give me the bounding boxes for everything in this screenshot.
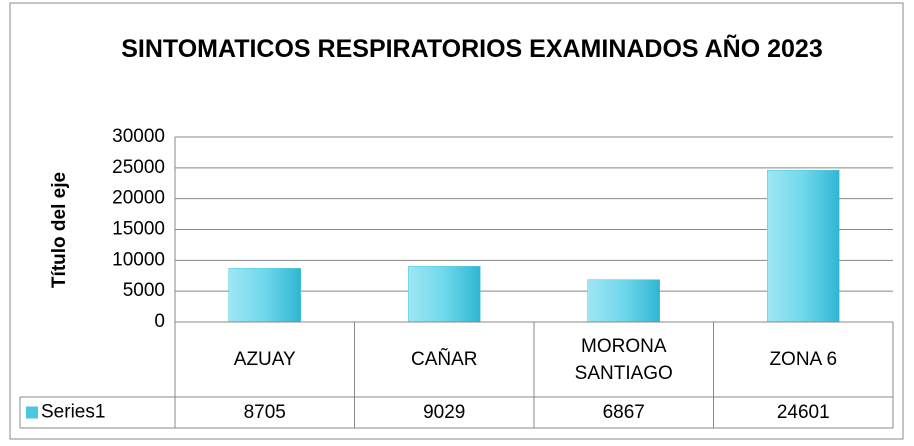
chart-title: SINTOMATICOS RESPIRATORIOS EXAMINADOS AÑ… <box>121 35 823 63</box>
x-tick-label: CAÑAR <box>410 349 478 370</box>
y-tick-label: 15000 <box>112 219 165 240</box>
bar <box>228 268 301 323</box>
bar <box>408 266 481 323</box>
bar <box>767 170 840 323</box>
legend-swatch <box>26 406 38 419</box>
y-tick-label: 10000 <box>112 249 165 270</box>
table-value: 6867 <box>602 402 645 423</box>
y-tick-label: 25000 <box>112 157 165 178</box>
bar <box>587 279 660 323</box>
y-tick-label: 20000 <box>112 188 165 209</box>
y-tick-label: 5000 <box>123 280 165 301</box>
legend-label: Series1 <box>41 402 105 423</box>
x-tick-label: AZUAY <box>233 349 296 370</box>
table-value: 24601 <box>776 402 830 423</box>
y-axis-label: Título del eje <box>49 172 70 288</box>
table-value: 8705 <box>243 402 286 423</box>
y-tick-label: 30000 <box>112 126 165 147</box>
x-tick-label: ZONA 6 <box>769 349 838 370</box>
y-tick-label: 0 <box>154 311 165 332</box>
x-tick-label: MORONA SANTIAGO <box>574 335 673 384</box>
chart-border <box>9 2 904 440</box>
table-value: 9029 <box>423 402 466 423</box>
